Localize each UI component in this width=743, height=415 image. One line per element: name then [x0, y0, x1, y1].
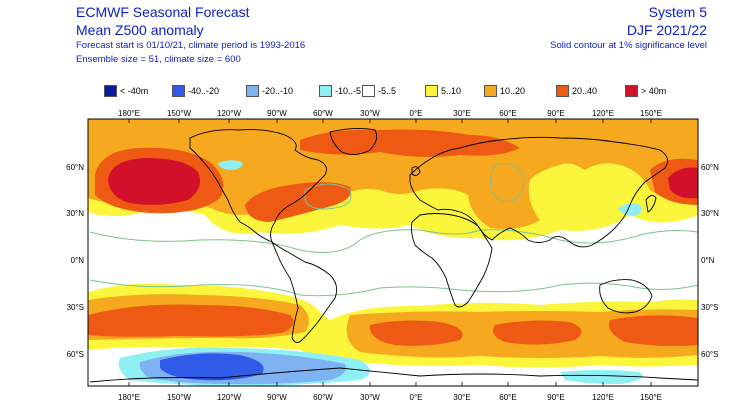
- period-label: DJF 2021/22: [626, 22, 707, 38]
- legend-label: > 40m: [641, 86, 667, 96]
- legend-item: -20..-10: [246, 84, 293, 98]
- lat-tick-label: 60°N: [66, 163, 84, 172]
- forecast-info: Forecast start is 01/10/21, climate peri…: [76, 40, 306, 51]
- legend-item: 5..10: [425, 84, 461, 98]
- significance-contour: [89, 229, 698, 253]
- legend-label: -10..-5: [335, 86, 362, 96]
- lon-tick-label: 120°W: [217, 109, 242, 118]
- ensemble-info: Ensemble size = 51, climate size = 600: [76, 54, 241, 65]
- legend-item: 10..20: [484, 84, 525, 98]
- lat-tick-label: 60°S: [701, 350, 718, 359]
- lon-tick-label: 60°E: [499, 393, 516, 402]
- nh-anomaly-north-pacific-core: [108, 158, 201, 205]
- lon-tick-label: 60°E: [499, 109, 516, 118]
- lon-tick-label: 30°W: [360, 109, 380, 118]
- nh-anomaly-east-core: [668, 167, 698, 199]
- nh-anomaly-red-arctic: [300, 129, 520, 157]
- legend-swatch: [104, 85, 117, 97]
- lon-tick-label: 30°E: [453, 109, 470, 118]
- lat-tick-label: 0°N: [701, 256, 715, 265]
- significance-contour: [89, 279, 698, 297]
- lon-tick-label: 120°E: [592, 109, 614, 118]
- subtitle: Mean Z500 anomaly: [76, 22, 204, 38]
- system-label: System 5: [648, 4, 707, 20]
- lon-tick-label: 90°W: [267, 393, 287, 402]
- lon-tick-label: 150°W: [167, 109, 192, 118]
- map-axes: 180°E 180°E 150°W 150°W 120°W 120°W 90°W 90°W 60…: [66, 109, 719, 402]
- legend-label: 5..10: [441, 86, 462, 96]
- legend-swatch: [425, 85, 438, 97]
- sh-anomaly-negative-core: [160, 353, 264, 381]
- legend-item: -5..5: [362, 84, 396, 98]
- legend-item: < -40m: [104, 84, 148, 98]
- color-legend: < -40m -40..-20 -20..-10 -10..-5 -5..5 5..10 1…: [104, 84, 666, 98]
- nh-anomaly-negative-east-asia: [618, 203, 642, 216]
- legend-item: 20..40: [556, 84, 597, 98]
- lon-tick-label: 0°E: [410, 109, 423, 118]
- sh-anomaly-red-pacific: [88, 304, 294, 337]
- legend-item: -10..-5: [319, 84, 361, 98]
- legend-swatch: [625, 85, 638, 97]
- legend-swatch: [362, 85, 375, 97]
- legend-label: < -40m: [120, 86, 149, 96]
- legend-swatch: [319, 85, 332, 97]
- map-frame: [87, 118, 699, 387]
- legend-swatch: [484, 85, 497, 97]
- significance-contour: [304, 183, 352, 210]
- lon-tick-label: 30°W: [360, 393, 380, 402]
- lon-tick-label: 150°E: [640, 393, 662, 402]
- lat-tick-label: 60°S: [67, 350, 84, 359]
- title: ECMWF Seasonal Forecast: [76, 4, 250, 20]
- legend-swatch: [246, 85, 259, 97]
- lon-tick-label: 150°E: [640, 109, 662, 118]
- lat-tick-label: 30°S: [701, 303, 718, 312]
- lat-tick-label: 30°N: [66, 209, 84, 218]
- legend-label: -20..-10: [262, 86, 294, 96]
- lat-tick-label: 30°N: [701, 209, 719, 218]
- lon-tick-label: 150°W: [167, 393, 192, 402]
- legend-item: -40..-20: [172, 84, 219, 98]
- nh-anomaly-red-atlantic: [245, 181, 351, 222]
- legend-swatch: [172, 85, 185, 97]
- significance-note: Solid contour at 1% significance level: [550, 40, 707, 51]
- lon-tick-label: 0°E: [410, 393, 423, 402]
- map-fields: [88, 119, 698, 386]
- sh-anomaly-negative-south-atlantic: [560, 370, 643, 384]
- lon-tick-label: 120°W: [217, 393, 242, 402]
- legend-label: 20..40: [572, 86, 598, 96]
- lon-tick-label: 90°E: [547, 109, 564, 118]
- lon-tick-label: 120°E: [592, 393, 614, 402]
- sh-anomaly-red-indian: [369, 315, 698, 346]
- lon-tick-label: 180°E: [118, 109, 140, 118]
- lon-tick-label: 60°W: [313, 109, 333, 118]
- nh-anomaly-yellow-siberia: [533, 172, 599, 221]
- lon-tick-label: 180°E: [118, 393, 140, 402]
- lat-tick-label: 30°S: [67, 303, 84, 312]
- coastlines: [89, 127, 698, 383]
- lat-tick-label: 0°N: [71, 256, 85, 265]
- lon-tick-label: 30°E: [453, 393, 470, 402]
- legend-label: 10..20: [500, 86, 526, 96]
- lon-tick-label: 60°W: [313, 393, 333, 402]
- nh-anomaly-negative-pacific: [218, 160, 243, 170]
- lon-tick-label: 90°W: [267, 109, 287, 118]
- legend-swatch: [556, 85, 569, 97]
- legend-label: -40..-20: [188, 86, 220, 96]
- legend-label: -5..5: [378, 86, 397, 96]
- nh-anomaly-orange-north: [88, 119, 698, 229]
- lon-tick-label: 90°E: [547, 393, 564, 402]
- lat-tick-label: 60°N: [701, 163, 719, 172]
- significance-contour: [490, 162, 525, 202]
- legend-item: > 40m: [625, 84, 666, 98]
